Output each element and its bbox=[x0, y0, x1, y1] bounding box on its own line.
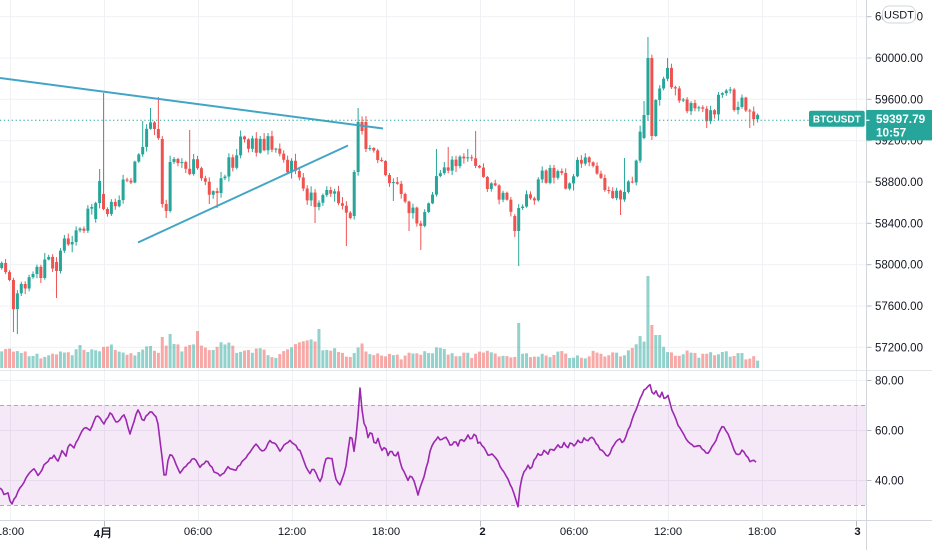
svg-text:USDT: USDT bbox=[884, 9, 914, 21]
svg-text:3: 3 bbox=[854, 526, 860, 538]
svg-text:57200.00: 57200.00 bbox=[875, 342, 923, 354]
svg-text:60.00: 60.00 bbox=[875, 426, 904, 438]
svg-text:2: 2 bbox=[479, 526, 485, 538]
svg-text:57600.00: 57600.00 bbox=[875, 301, 923, 313]
svg-text:06:00: 06:00 bbox=[560, 526, 588, 538]
svg-text:80.00: 80.00 bbox=[875, 376, 904, 388]
svg-text:18:00: 18:00 bbox=[748, 526, 776, 538]
svg-text:06:00: 06:00 bbox=[184, 526, 212, 538]
svg-text:12:00: 12:00 bbox=[278, 526, 306, 538]
svg-text:BTCUSDT: BTCUSDT bbox=[813, 115, 861, 126]
svg-text:58000.00: 58000.00 bbox=[875, 260, 923, 272]
svg-text:12:00: 12:00 bbox=[654, 526, 682, 538]
svg-text:18:00: 18:00 bbox=[0, 526, 24, 538]
svg-text:58400.00: 58400.00 bbox=[875, 218, 923, 230]
svg-text:18:00: 18:00 bbox=[372, 526, 400, 538]
svg-text:10:57: 10:57 bbox=[876, 125, 907, 139]
svg-text:59600.00: 59600.00 bbox=[875, 94, 923, 106]
svg-text:58800.00: 58800.00 bbox=[875, 177, 923, 189]
svg-text:60000.00: 60000.00 bbox=[875, 53, 923, 65]
svg-text:4: 4 bbox=[94, 529, 101, 541]
svg-text:59397.79: 59397.79 bbox=[876, 112, 926, 126]
svg-text:40.00: 40.00 bbox=[875, 476, 904, 488]
